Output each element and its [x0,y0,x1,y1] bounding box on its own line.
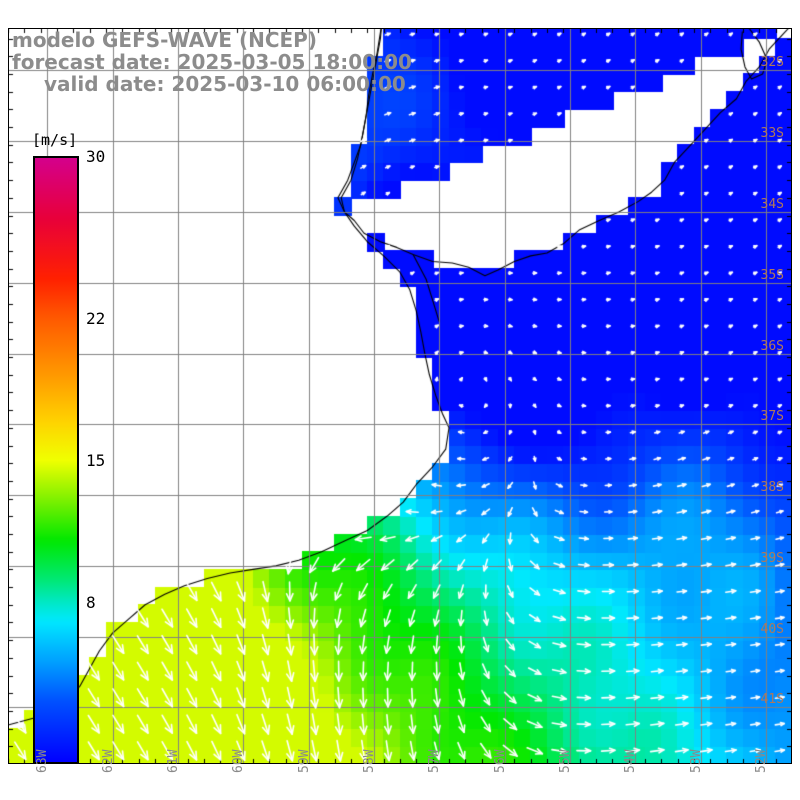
latitude-label-35S: 35S [760,267,784,283]
latitude-label-33S: 33S [760,126,784,142]
colorbar-tick-8: 8 [86,592,96,612]
latitude-label-37S: 37S [760,409,784,425]
model-title: modelo GEFS-WAVE (NCEP) [12,28,317,52]
longitude-label-54W: 54W [623,749,639,773]
wind-direction-arrows-canvas [8,28,792,764]
colorbar-unit-label: [m/s] [32,131,78,149]
longitude-label-57W: 57W [427,749,443,773]
valid-date-label: valid date: 2025-03-10 06:00:00 [44,72,406,96]
latitude-label-32S: 32S [760,55,784,71]
colorbar[interactable] [33,156,79,764]
colorbar-gradient [35,158,77,762]
map-plot-area[interactable] [8,28,792,764]
longitude-label-55W: 55W [557,749,573,773]
latitude-label-39S: 39S [760,550,784,566]
longitude-label-60W: 60W [231,749,247,773]
latitude-label-41S: 41S [760,692,784,708]
longitude-label-62W: 62W [100,749,116,773]
longitude-label-59W: 59W [296,749,312,773]
latitude-label-36S: 36S [760,338,784,354]
latitude-label-34S: 34S [760,197,784,212]
latitude-label-38S: 38S [760,480,784,496]
longitude-label-53W: 53W [688,749,704,773]
forecast-date-label: forecast date: 2025-03-05 18:00:00 [12,50,412,74]
longitude-label-52W: 52W [753,749,769,773]
colorbar-tick-30: 30 [86,147,106,166]
longitude-label-58W: 58W [361,749,377,773]
longitude-label-56W: 56W [492,749,508,773]
longitude-label-63W: 63W [35,749,51,773]
longitude-label-61W: 61W [165,749,181,773]
latitude-label-40S: 40S [760,621,784,637]
colorbar-tick-22: 22 [86,309,106,329]
colorbar-tick-15: 15 [86,451,106,470]
